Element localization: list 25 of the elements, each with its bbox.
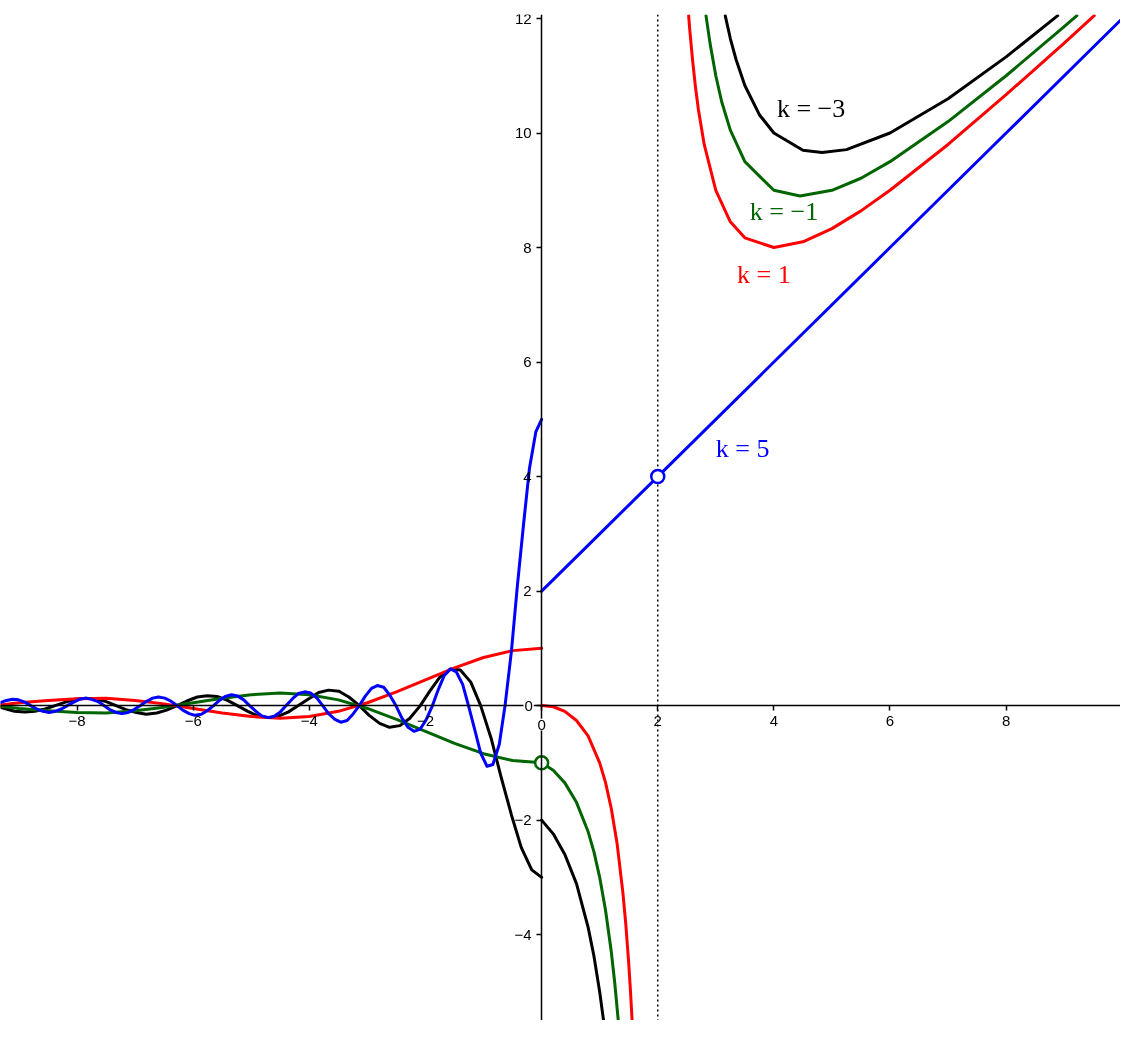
line-series [0, 417, 544, 768]
x-tick-label: 0 [537, 715, 546, 733]
line-series [540, 704, 634, 1020]
line-series [0, 691, 620, 1020]
y-tick-label: −4 [514, 925, 532, 943]
y-tick-label: 6 [523, 353, 532, 371]
series-label: k = −1 [749, 196, 819, 226]
y-tick-label: 8 [523, 238, 532, 256]
x-tick-label: −6 [184, 711, 202, 729]
line-series [540, 18, 1120, 593]
x-tick-label: 6 [885, 711, 895, 729]
series-label: k = 5 [715, 433, 770, 463]
y-tick-label: 0 [524, 696, 533, 714]
line-series [704, 14, 1079, 198]
series-label: k = −3 [776, 93, 846, 123]
x-tick-label: 2 [653, 711, 662, 729]
x-tick-label: 4 [769, 711, 779, 729]
x-tick-label: −8 [68, 711, 86, 729]
y-tick-label: 2 [523, 582, 532, 600]
series-label: k = 1 [737, 260, 791, 290]
line-series [687, 14, 1096, 250]
line-series [723, 14, 1060, 154]
y-tick-label: 10 [514, 124, 532, 142]
x-tick-label: 8 [1001, 711, 1011, 729]
y-tick-label: −2 [514, 811, 532, 829]
